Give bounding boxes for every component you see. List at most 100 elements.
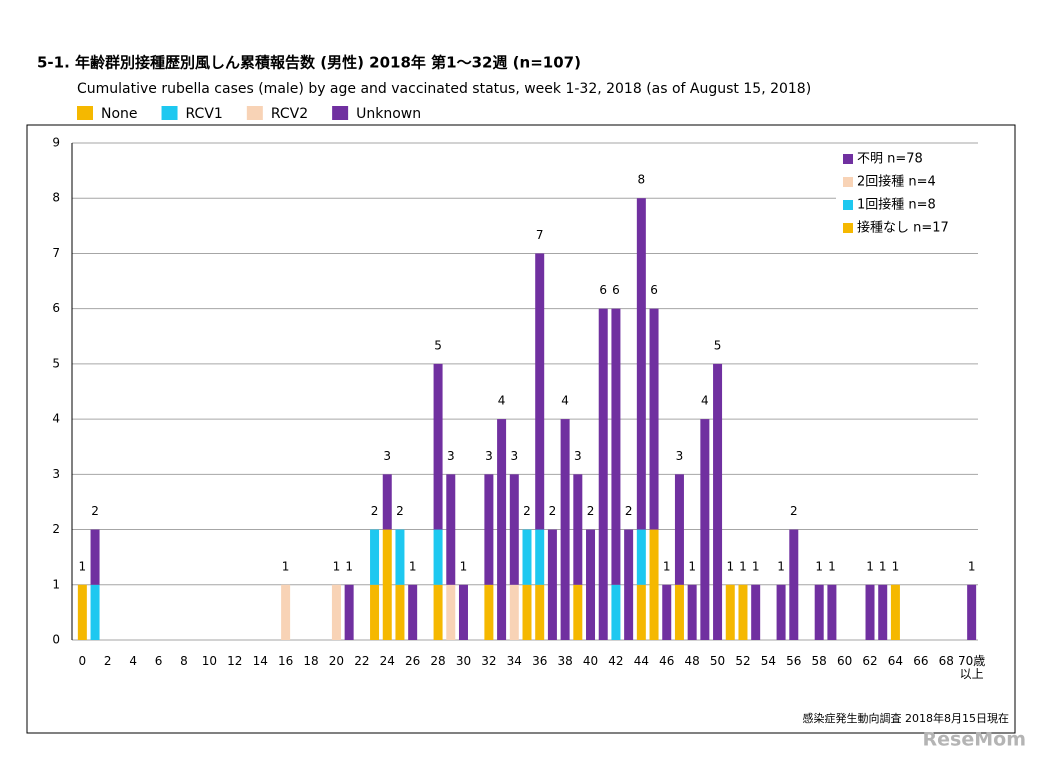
legend-swatch <box>843 200 853 210</box>
total-label: 1 <box>815 559 823 573</box>
total-label: 1 <box>663 559 671 573</box>
legend-label: Unknown <box>356 106 421 122</box>
bar-segment <box>395 529 405 585</box>
bar-segment <box>598 308 608 640</box>
y-tick-label: 6 <box>52 301 60 315</box>
bar-segment <box>662 584 672 640</box>
bar-segment <box>814 584 824 640</box>
total-label: 1 <box>968 559 976 573</box>
total-label: 1 <box>866 559 874 573</box>
bar-segment <box>547 529 557 640</box>
total-label: 2 <box>587 504 595 518</box>
x-tick-label: 52 <box>735 654 751 668</box>
source: 感染症発生動向調査 2018年8月15日現在 <box>803 711 1010 725</box>
bar-segment <box>636 584 646 640</box>
chart-title: 5-1. 年齢群別接種歴別風しん累積報告数 (男性) 2018年 第1～32週 … <box>37 54 581 72</box>
x-tick-label: 8 <box>180 654 188 668</box>
bar-segment <box>700 419 710 640</box>
legend-swatch <box>843 223 853 233</box>
total-label: 3 <box>383 449 391 463</box>
bar-segment <box>331 584 341 640</box>
x-tick-label: 60 <box>836 654 853 668</box>
bar-segment <box>827 584 837 640</box>
x-tick-label: 68 <box>938 654 954 668</box>
total-label: 5 <box>714 338 722 352</box>
total-label: 2 <box>625 504 633 518</box>
total-label: 6 <box>612 283 620 297</box>
bar-segment <box>636 198 646 530</box>
bar-segment <box>674 584 684 640</box>
bar-segment <box>370 584 380 640</box>
x-tick-label: 54 <box>760 654 777 668</box>
x-tick-label: 10 <box>201 654 218 668</box>
y-tick-label: 8 <box>52 191 60 205</box>
bar-segment <box>560 419 570 640</box>
bar-segment <box>789 529 799 640</box>
watermark: ReseMom <box>923 729 1026 751</box>
total-label: 3 <box>574 449 582 463</box>
total-label: 2 <box>371 504 379 518</box>
bar-segment <box>586 529 596 640</box>
x-tick-label: 34 <box>506 654 522 668</box>
bar-segment <box>674 474 684 585</box>
total-label: 3 <box>676 449 684 463</box>
x-tick-label: 62 <box>862 654 878 668</box>
x-tick-label: 14 <box>252 654 268 668</box>
x-tick-label: 48 <box>684 654 700 668</box>
bar-segment <box>573 474 583 585</box>
frame <box>26 124 1016 734</box>
total-label: 2 <box>549 504 557 518</box>
y-tick-label: 7 <box>52 246 60 260</box>
bar-segment <box>890 584 900 640</box>
total-label: 7 <box>536 228 544 242</box>
bar-segment <box>611 308 621 585</box>
total-label: 1 <box>409 559 417 573</box>
total-label: 1 <box>777 559 785 573</box>
bar-segment <box>395 584 405 640</box>
x-tick-label: 24 <box>379 654 395 668</box>
total-label: 1 <box>282 559 290 573</box>
total-label: 8 <box>638 173 646 187</box>
bar-segment <box>649 308 659 530</box>
total-label: 4 <box>561 394 569 408</box>
x-tick-label: 66 <box>913 654 929 668</box>
x-tick-label: 18 <box>303 654 319 668</box>
total-label: 1 <box>879 559 887 573</box>
x-tick-label: 26 <box>405 654 421 668</box>
bar-segment <box>522 529 532 585</box>
x-tick-label: 70歳以上 <box>958 654 986 681</box>
x-tick-label: 46 <box>659 654 675 668</box>
bar-segment <box>433 363 443 530</box>
total-label: 6 <box>599 283 607 297</box>
bar-segment <box>509 584 519 640</box>
bar-segment <box>344 584 354 640</box>
bar-segment <box>522 584 532 640</box>
total-label: 3 <box>510 449 518 463</box>
total-label: 4 <box>498 394 506 408</box>
y-tick-label: 9 <box>52 136 60 150</box>
x-tick-label: 22 <box>354 654 370 668</box>
bar-segment <box>776 584 786 640</box>
bar-segment <box>497 419 507 640</box>
bar-segment <box>636 529 646 585</box>
total-label: 3 <box>447 449 455 463</box>
bar-segment <box>738 584 748 640</box>
bar-segment <box>90 529 100 585</box>
bar-segment <box>865 584 875 640</box>
legend-label: 1回接種 n=8 <box>857 197 936 213</box>
bar-segment <box>382 529 392 640</box>
bar-segment <box>573 584 583 640</box>
bar-segment <box>433 584 443 640</box>
legend-label: RCV1 <box>186 106 223 122</box>
legend-swatch <box>246 106 263 120</box>
legend-swatch <box>161 106 178 120</box>
total-label: 3 <box>485 449 493 463</box>
total-label: 1 <box>79 559 87 573</box>
bar-segment <box>77 584 87 640</box>
x-tick-label: 42 <box>608 654 624 668</box>
total-label: 1 <box>726 559 734 573</box>
total-label: 2 <box>523 504 531 518</box>
x-tick-label: 56 <box>786 654 802 668</box>
y-tick-label: 4 <box>52 412 60 426</box>
bar-segment <box>611 584 621 640</box>
